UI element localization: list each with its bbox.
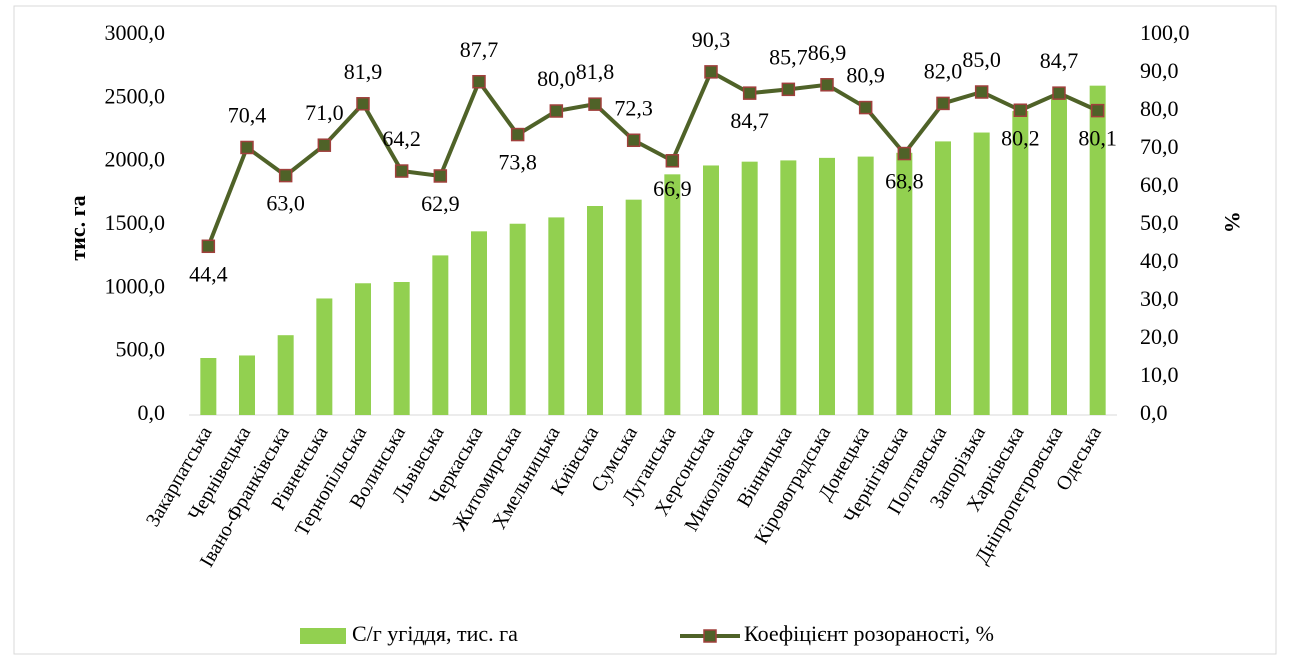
data-label: 87,7: [460, 37, 499, 62]
marker: [1090, 103, 1105, 118]
marker: [549, 104, 564, 118]
y-tick-label: 2000,0: [105, 147, 166, 172]
data-label: 90,3: [692, 27, 731, 52]
y2-tick-label: 0,0: [1140, 400, 1168, 425]
y-tick-label: 0,0: [138, 400, 166, 425]
data-label: 62,9: [421, 191, 460, 216]
marker: [742, 86, 757, 100]
bar: [587, 206, 603, 415]
y2-tick-label: 20,0: [1140, 324, 1179, 349]
y2-tick-label: 10,0: [1140, 362, 1179, 387]
marker: [394, 164, 409, 178]
legend-marker: [703, 629, 717, 643]
bar: [471, 231, 487, 415]
bar: [1012, 111, 1029, 415]
bar: [896, 152, 913, 416]
bar: [935, 141, 951, 415]
marker: [974, 85, 989, 99]
data-label: 85,0: [962, 47, 1001, 72]
legend-label: Коефіцієнт розораності, %: [744, 621, 994, 646]
marker: [240, 140, 254, 155]
bar: [703, 165, 719, 415]
marker: [317, 138, 332, 152]
marker: [201, 239, 216, 254]
data-label: 84,7: [730, 108, 769, 133]
y-tick-label: 1000,0: [105, 273, 166, 298]
bar: [316, 298, 333, 415]
bar: [857, 156, 874, 415]
data-label: 44,4: [189, 261, 228, 286]
y-tick-label: 2500,0: [105, 83, 166, 108]
chart-border: [13, 5, 1277, 655]
marker: [936, 96, 950, 111]
data-label: 81,8: [576, 59, 615, 84]
data-label: 66,9: [653, 176, 692, 201]
bar: [200, 358, 217, 415]
data-label: 81,9: [344, 59, 383, 84]
marker: [820, 78, 834, 92]
bar: [432, 255, 449, 415]
y2-tick-label: 40,0: [1140, 248, 1179, 273]
y2-tick-label: 90,0: [1140, 58, 1179, 83]
line: [206, 69, 1099, 248]
marker: [510, 127, 525, 142]
bar: [1051, 94, 1067, 416]
y-axis-title: тис. га: [65, 195, 90, 260]
data-label: 84,7: [1040, 48, 1079, 73]
marker: [626, 133, 641, 148]
bar: [239, 355, 255, 415]
marker: [356, 97, 370, 111]
marker: [278, 168, 293, 183]
data-label: 71,0: [305, 100, 344, 125]
data-label: 63,0: [266, 191, 305, 216]
data-label: 80,0: [537, 66, 576, 91]
bar: [509, 223, 526, 415]
y-tick-label: 1500,0: [105, 210, 166, 235]
y2-tick-label: 80,0: [1140, 96, 1179, 121]
y-tick-label: 500,0: [116, 337, 166, 362]
marker: [897, 146, 912, 161]
data-label: 72,3: [614, 95, 653, 120]
y2-tick-label: 100,0: [1140, 20, 1190, 45]
marker: [1052, 86, 1066, 100]
bar: [819, 157, 835, 415]
marker: [704, 65, 718, 79]
bar: [355, 283, 371, 415]
data-label: 70,4: [228, 103, 267, 128]
bar: [625, 199, 642, 415]
bar: [548, 217, 565, 415]
data-label: 80,2: [1001, 125, 1040, 150]
data-label: 85,7: [769, 44, 808, 69]
marker: [472, 74, 486, 89]
y2-tick-label: 60,0: [1140, 172, 1179, 197]
bar: [973, 132, 990, 416]
marker: [665, 154, 680, 168]
bar: [1089, 85, 1106, 416]
data-label: 82,0: [924, 58, 963, 83]
bar: [741, 161, 758, 415]
data-label: 80,9: [846, 63, 885, 88]
marker: [433, 169, 448, 183]
legend-swatch: [300, 628, 346, 644]
y2-tick-label: 30,0: [1140, 286, 1179, 311]
marker: [1013, 103, 1028, 117]
bar: [780, 160, 797, 415]
bar: [393, 282, 410, 415]
data-label: 86,9: [808, 40, 847, 65]
y2-tick-label: 70,0: [1140, 134, 1179, 159]
data-label: 68,8: [885, 169, 924, 194]
data-label: 64,2: [382, 126, 421, 151]
bar: [664, 174, 681, 415]
bar: [277, 335, 294, 415]
y2-axis-title: %: [1220, 211, 1245, 233]
legend-label: С/г угіддя, тис. га: [352, 621, 518, 646]
data-label: 73,8: [498, 150, 537, 175]
y2-tick-label: 50,0: [1140, 210, 1179, 235]
y-tick-label: 3000,0: [105, 20, 166, 45]
marker: [858, 100, 873, 115]
data-label: 80,1: [1078, 126, 1117, 151]
marker: [588, 97, 602, 111]
marker: [781, 82, 796, 97]
